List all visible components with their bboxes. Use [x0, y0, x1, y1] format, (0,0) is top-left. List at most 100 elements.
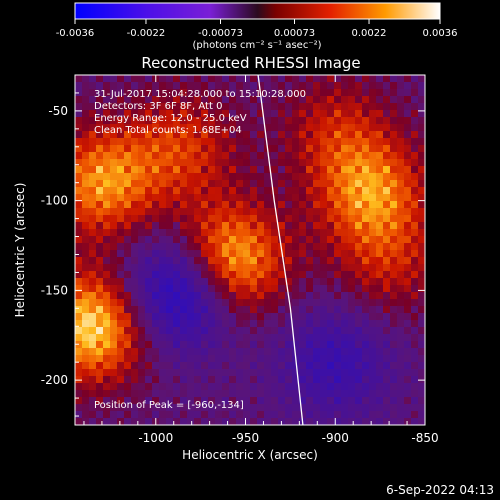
- heatmap-cell: [222, 404, 230, 412]
- heatmap-cell: [257, 138, 265, 146]
- heatmap-cell: [348, 145, 356, 153]
- heatmap-cell: [124, 103, 132, 111]
- heatmap-cell: [215, 299, 223, 307]
- heatmap-cell: [208, 82, 216, 90]
- heatmap-cell: [117, 229, 125, 237]
- heatmap-cell: [369, 327, 377, 335]
- heatmap-cell: [397, 355, 405, 363]
- heatmap-cell: [145, 75, 153, 83]
- heatmap-cell: [75, 285, 83, 293]
- heatmap-cell: [159, 313, 167, 321]
- heatmap-cell: [159, 355, 167, 363]
- heatmap-cell: [292, 152, 300, 160]
- heatmap-cell: [82, 89, 90, 97]
- heatmap-cell: [75, 411, 83, 419]
- heatmap-cell: [96, 348, 104, 356]
- heatmap-cell: [131, 131, 139, 139]
- heatmap-cell: [75, 390, 83, 398]
- heatmap-cell: [173, 264, 181, 272]
- heatmap-cell: [166, 110, 174, 118]
- heatmap-cell: [145, 341, 153, 349]
- heatmap-cell: [327, 222, 335, 230]
- heatmap-cell: [89, 369, 97, 377]
- heatmap-cell: [355, 117, 363, 125]
- heatmap-cell: [348, 131, 356, 139]
- heatmap-cell: [145, 369, 153, 377]
- colorbar: [74, 2, 441, 20]
- heatmap-cell: [397, 138, 405, 146]
- heatmap-cell: [75, 103, 83, 111]
- heatmap-cell: [201, 236, 209, 244]
- heatmap-cell: [201, 82, 209, 90]
- heatmap-cell: [313, 89, 321, 97]
- heatmap-cell: [236, 292, 244, 300]
- heatmap-cell: [383, 264, 391, 272]
- heatmap-cell: [355, 285, 363, 293]
- heatmap-cell: [187, 229, 195, 237]
- heatmap-cell: [418, 264, 425, 272]
- heatmap-cell: [75, 173, 83, 181]
- heatmap-cell: [362, 208, 370, 216]
- heatmap-cell: [75, 404, 83, 412]
- heatmap-cell: [327, 348, 335, 356]
- heatmap-cell: [313, 103, 321, 111]
- heatmap-cell: [229, 264, 237, 272]
- heatmap-cell: [152, 348, 160, 356]
- heatmap-cell: [348, 166, 356, 174]
- heatmap-cell: [103, 131, 111, 139]
- heatmap-cell: [285, 89, 293, 97]
- heatmap-cell: [306, 138, 314, 146]
- heatmap-cell: [110, 117, 118, 125]
- heatmap-cell: [411, 75, 419, 83]
- heatmap-cell: [313, 411, 321, 419]
- heatmap-cell: [271, 411, 279, 419]
- heatmap-cell: [229, 383, 237, 391]
- heatmap-cell: [145, 257, 153, 265]
- heatmap-cell: [187, 194, 195, 202]
- heatmap-cell: [348, 292, 356, 300]
- heatmap-cell: [117, 250, 125, 258]
- heatmap-cell: [369, 82, 377, 90]
- heatmap-cell: [390, 110, 398, 118]
- heatmap-cell: [390, 257, 398, 265]
- heatmap-cell: [187, 348, 195, 356]
- heatmap-cell: [355, 229, 363, 237]
- heatmap-cell: [75, 243, 83, 251]
- heatmap-cell: [369, 187, 377, 195]
- heatmap-cell: [180, 418, 188, 425]
- heatmap-cell: [383, 299, 391, 307]
- heatmap-cell: [341, 82, 349, 90]
- heatmap-cell: [292, 278, 300, 286]
- heatmap-cell: [397, 250, 405, 258]
- heatmap-cell: [383, 306, 391, 314]
- heatmap-cell: [348, 313, 356, 321]
- heatmap-cell: [348, 180, 356, 188]
- heatmap-cell: [418, 250, 425, 258]
- heatmap-cell: [285, 341, 293, 349]
- heatmap-cell: [271, 320, 279, 328]
- heatmap-cell: [215, 236, 223, 244]
- heatmap-cell: [383, 96, 391, 104]
- heatmap-cell: [159, 369, 167, 377]
- heatmap-cell: [236, 306, 244, 314]
- heatmap-cell: [166, 271, 174, 279]
- heatmap-cell: [152, 250, 160, 258]
- heatmap-cell: [180, 215, 188, 223]
- heatmap-cell: [313, 306, 321, 314]
- heatmap-cell: [411, 215, 419, 223]
- heatmap-cell: [299, 411, 307, 419]
- heatmap-cell: [201, 75, 209, 83]
- heatmap-cell: [383, 117, 391, 125]
- heatmap-cell: [257, 299, 265, 307]
- heatmap-cell: [166, 96, 174, 104]
- heatmap-cell: [103, 271, 111, 279]
- heatmap-cell: [166, 334, 174, 342]
- heatmap-cell: [138, 250, 146, 258]
- heatmap-cell: [341, 180, 349, 188]
- heatmap-cell: [222, 397, 230, 405]
- heatmap-cell: [208, 159, 216, 167]
- heatmap-cell: [362, 306, 370, 314]
- heatmap-cell: [201, 145, 209, 153]
- heatmap-cell: [327, 285, 335, 293]
- heatmap-cell: [89, 96, 97, 104]
